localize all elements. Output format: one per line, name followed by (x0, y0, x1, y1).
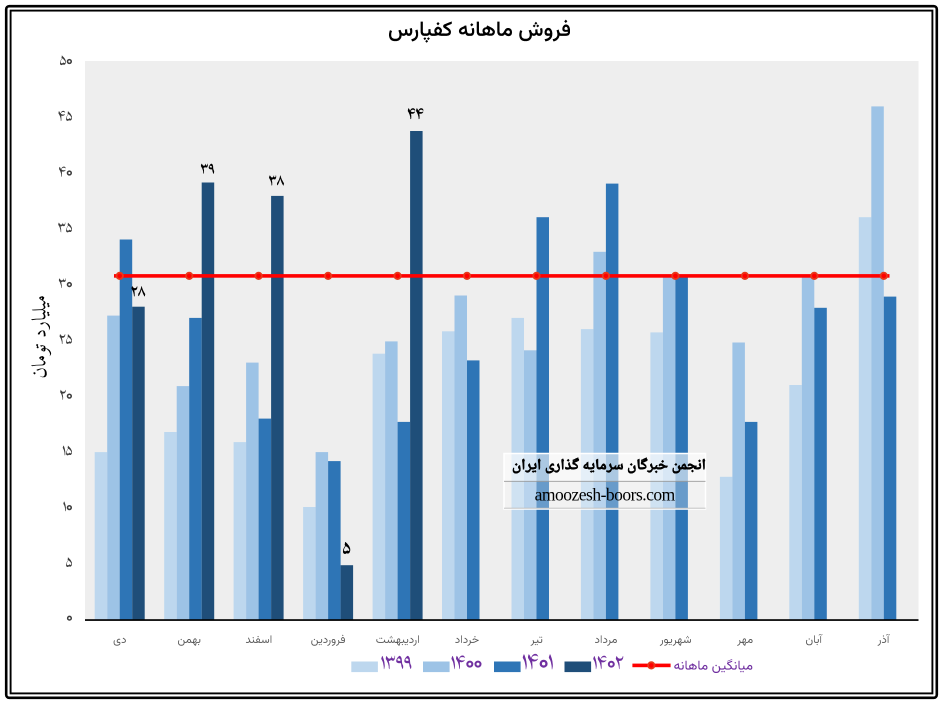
svg-text:amoozesh-boors.com: amoozesh-boors.com (535, 484, 676, 504)
